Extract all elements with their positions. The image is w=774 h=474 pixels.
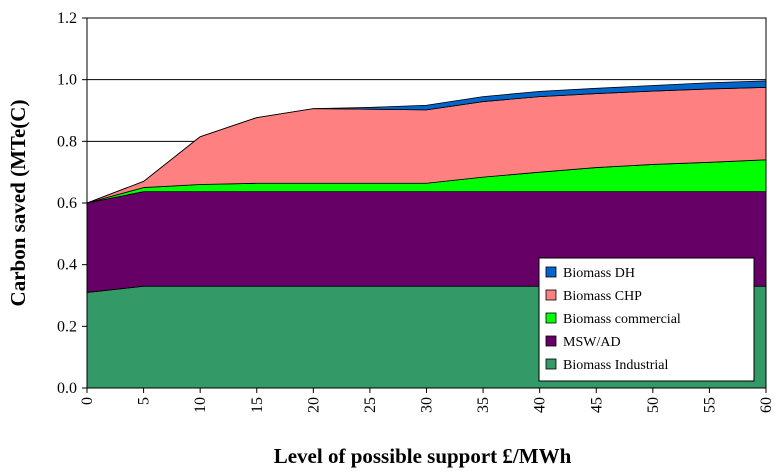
y-tick-label: 0.2 [57, 318, 77, 335]
legend-swatch-biomass-industrial [545, 358, 557, 370]
y-tick-label: 0.0 [57, 380, 77, 397]
x-tick-label: 55 [701, 397, 718, 413]
axes: 0.0 0.2 0.4 0.6 0.8 1.0 1.2 0 5 10 15 20 25 30 35 40 45 5… [57, 10, 774, 413]
x-tick-label: 30 [419, 397, 436, 413]
legend-swatch-biomass-chp [545, 289, 557, 301]
legend-box [538, 257, 755, 382]
y-tick-label: 1.0 [57, 72, 77, 89]
x-tick-label: 10 [192, 397, 209, 413]
legend: Biomass DH Biomass CHP Biomass commercial M… [538, 257, 755, 382]
legend-label-biomass-chp: Biomass CHP [563, 289, 642, 304]
x-tick-label: 45 [588, 397, 605, 413]
legend-swatch-msw-ad [545, 335, 557, 347]
x-tick-label: 0 [79, 397, 96, 405]
x-axis-title: Level of possible support £/MWh [274, 444, 572, 468]
x-tick-label: 20 [305, 397, 322, 413]
legend-label-biomass-dh: Biomass DH [563, 266, 635, 281]
x-tick-label: 15 [249, 397, 266, 413]
x-tick-label: 60 [758, 397, 774, 413]
legend-label-biomass-industrial: Biomass Industrial [563, 358, 668, 373]
y-axis-title: Carbon saved (MTe(C) [6, 100, 30, 307]
legend-swatch-biomass-dh [545, 266, 557, 278]
x-tick-label: 35 [475, 397, 492, 413]
legend-label-msw-ad: MSW/AD [563, 335, 621, 350]
x-tick-label: 50 [645, 397, 662, 413]
x-tick-label: 40 [532, 397, 549, 413]
y-tick-label: 0.6 [57, 195, 77, 212]
legend-swatch-biomass-commercial [545, 312, 557, 324]
y-tick-label: 1.2 [57, 10, 77, 27]
x-tick-label: 25 [362, 397, 379, 413]
x-tick-label: 5 [136, 397, 153, 405]
y-tick-label: 0.8 [57, 133, 77, 150]
y-tick-label: 0.4 [57, 257, 77, 274]
legend-label-biomass-commercial: Biomass commercial [563, 312, 681, 327]
